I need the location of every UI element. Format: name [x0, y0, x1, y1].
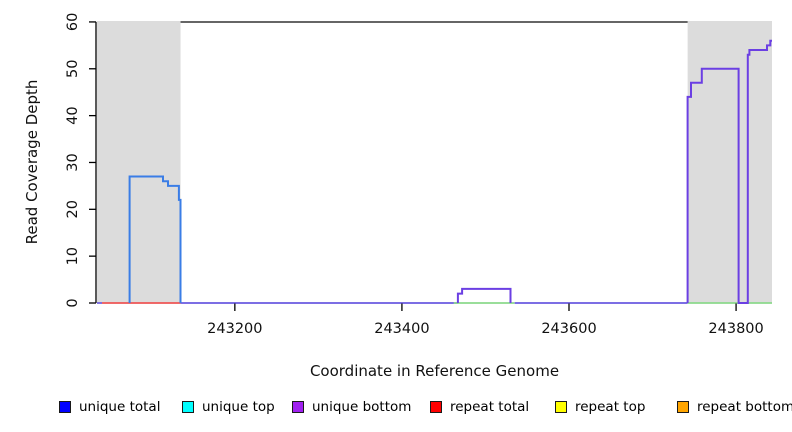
legend-item-repeat-bottom: repeat bottom	[677, 399, 792, 415]
legend: unique total unique top unique bottom re…	[0, 399, 792, 419]
x-tick-label: 243600	[541, 321, 596, 337]
y-tick-label: 30	[65, 153, 81, 171]
legend-label: repeat bottom	[697, 399, 792, 415]
y-tick-label: 40	[65, 106, 81, 124]
y-tick-label: 10	[65, 247, 81, 265]
x-tick-label: 243200	[207, 321, 262, 337]
legend-label: repeat top	[575, 399, 646, 415]
coverage-series-right-block-unique-bottom-blend	[686, 39, 772, 304]
y-tick-label: 50	[65, 60, 81, 78]
right-repeat-region	[687, 21, 772, 303]
y-tick-label: 0	[65, 298, 81, 307]
coverage-series-left-peak-unique-total-top-blend	[128, 175, 182, 303]
repeat-total-swatch-icon	[430, 401, 442, 413]
legend-item-repeat-top: repeat top	[555, 399, 645, 415]
legend-item-unique-top: unique top	[182, 399, 275, 415]
x-axis-title: Coordinate in Reference Genome	[309, 362, 560, 380]
legend-item-unique-bottom: unique bottom	[292, 399, 411, 415]
repeat-bottom-swatch-icon	[677, 401, 689, 413]
legend-label: unique bottom	[312, 399, 412, 415]
x-tick-label: 243800	[708, 321, 763, 337]
x-tick-label: 243400	[374, 321, 429, 337]
unique-top-swatch-icon	[182, 401, 194, 413]
unique-total-swatch-icon	[59, 401, 71, 413]
y-tick-label: 60	[65, 13, 81, 31]
coverage-series-middle-bump-unique-bottom-blend	[456, 287, 512, 303]
repeat-top-swatch-icon	[555, 401, 567, 413]
legend-label: unique total	[79, 399, 161, 415]
unique-bottom-swatch-icon	[292, 401, 304, 413]
y-axis-title: Read Coverage Depth	[23, 79, 41, 245]
y-tick-label: 20	[65, 200, 81, 218]
left-repeat-region	[97, 21, 181, 303]
legend-label: unique top	[202, 399, 275, 415]
legend-item-unique-total: unique total	[59, 399, 160, 415]
legend-item-repeat-total: repeat total	[430, 399, 529, 415]
legend-label: repeat total	[450, 399, 530, 415]
